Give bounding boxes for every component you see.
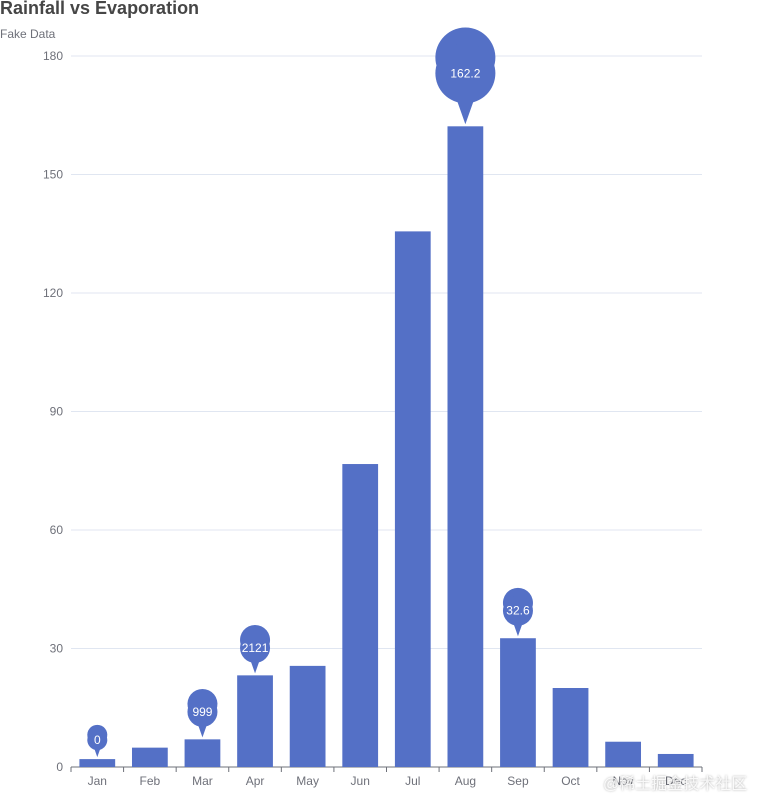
bar-dec[interactable] [657,753,694,767]
series-bars [79,126,694,767]
y-tick-label: 0 [56,760,63,774]
bar-nov[interactable] [605,741,642,767]
mark-points: 0 999 2121 162.2 32.6 [87,27,533,758]
bar-may[interactable] [289,665,326,767]
bar-mar[interactable] [184,739,221,767]
watermark: @稀土掘金技术社区 [603,776,748,793]
bar-feb[interactable] [131,747,168,767]
x-tick-label: Sep [507,774,529,788]
mark-point-apr[interactable]: 2121 [240,624,271,674]
x-tick-label: Feb [140,774,161,788]
x-tick-label: Jul [405,774,420,788]
gridlines [71,55,702,649]
pin-head [187,696,218,727]
y-tick-label: 30 [50,642,64,656]
bar-sep[interactable] [500,638,536,767]
mark-point-sep[interactable]: 32.6 [502,587,533,637]
y-tick-label: 120 [43,286,63,300]
pin-label: 162.2 [450,66,480,80]
x-tick-label: Mar [192,774,213,788]
mark-point-jan[interactable]: 0 [87,724,108,758]
y-tick-label: 60 [50,523,64,537]
bar-jun[interactable] [342,464,379,767]
pin-label: 0 [94,733,101,747]
y-tick-label: 180 [43,49,63,63]
x-tick-label: Dec [665,774,686,788]
x-tick-label: Aug [455,774,476,788]
bar-aug[interactable] [447,126,484,767]
x-tick-label: Jun [351,774,370,788]
x-tick-label: Apr [246,774,265,788]
pin-head [502,595,533,626]
y-tick-label: 150 [43,168,63,182]
x-tick-label: May [296,774,319,788]
pin-head [435,43,496,104]
y-axis: 0 30 60 90 120 150 180 [43,49,63,774]
bar-apr[interactable] [237,675,273,767]
bar-oct[interactable] [552,688,589,767]
pin-label: 32.6 [506,604,530,618]
y-tick-label: 90 [50,405,64,419]
pin-head [240,632,271,663]
x-tick-label: Oct [561,774,580,788]
pin-head [87,730,108,751]
mark-point-aug[interactable]: 162.2 [435,27,496,125]
pin-label: 2121 [242,641,269,655]
chart-subtitle: Fake Data [0,27,56,41]
bar-jan[interactable] [79,759,116,767]
bar-jul[interactable] [394,231,431,767]
mark-point-mar[interactable]: 999 [187,688,218,738]
x-tick-label: Jan [88,774,107,788]
chart-title: Rainfall vs Evaporation [0,0,200,18]
pin-label: 999 [192,705,212,719]
x-tick-label: Nov [612,774,633,788]
x-axis: Jan Feb Mar Apr May Jun Jul Aug Sep Oct Nov Dec [70,766,703,788]
